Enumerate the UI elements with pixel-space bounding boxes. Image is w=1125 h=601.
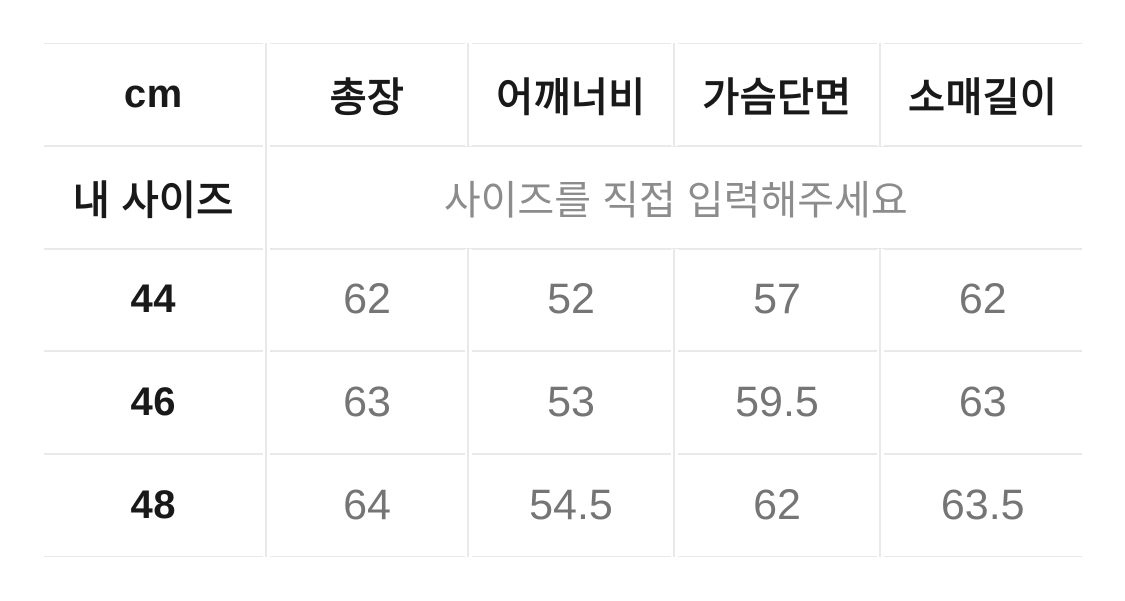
header-cell-shoulder-width: 어깨너비 — [467, 43, 671, 146]
size-chart-table: cm 총장 어깨너비 가슴단면 소매길이 내 사이즈 사이즈를 직접 입력해주세… — [44, 43, 1082, 557]
cell-48-chest-width: 62 — [673, 454, 877, 557]
cell-44-shoulder-width: 52 — [467, 248, 671, 352]
cell-44-total-length: 62 — [265, 248, 465, 352]
size-row-label-46: 46 — [44, 351, 263, 455]
size-row-label-44: 44 — [44, 248, 263, 352]
size-row-label-48: 48 — [44, 454, 263, 557]
header-cell-total-length: 총장 — [265, 43, 465, 146]
cell-46-sleeve-length: 63 — [879, 351, 1082, 455]
header-cell-chest-width: 가슴단면 — [673, 43, 877, 146]
cell-48-sleeve-length: 63.5 — [879, 454, 1082, 557]
cell-48-total-length: 64 — [265, 454, 465, 557]
cell-46-chest-width: 59.5 — [673, 351, 877, 455]
cell-46-total-length: 63 — [265, 351, 465, 455]
cell-46-shoulder-width: 53 — [467, 351, 671, 455]
my-size-input-cell[interactable]: 사이즈를 직접 입력해주세요 — [265, 145, 1082, 249]
header-cell-unit: cm — [44, 43, 263, 146]
cell-48-shoulder-width: 54.5 — [467, 454, 671, 557]
header-cell-sleeve-length: 소매길이 — [879, 43, 1082, 146]
my-size-label: 내 사이즈 — [44, 145, 263, 249]
cell-44-chest-width: 57 — [673, 248, 877, 352]
cell-44-sleeve-length: 62 — [879, 248, 1082, 352]
